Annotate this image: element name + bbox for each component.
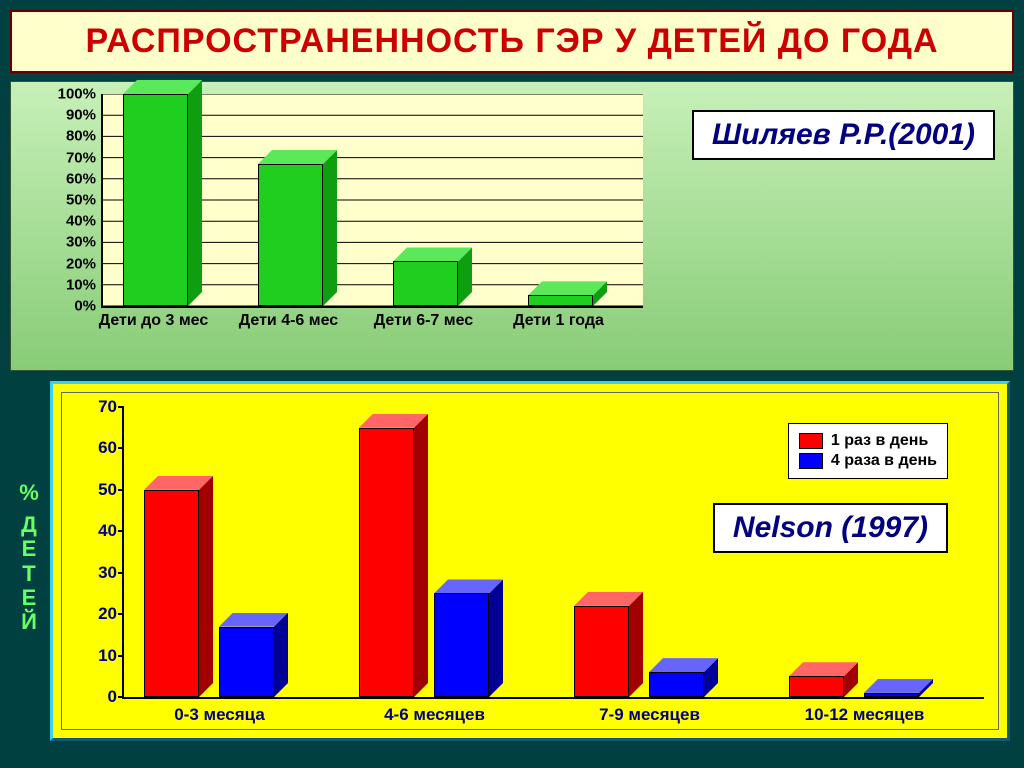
chart1-ytick: 100% [11,86,96,103]
bar-3d [144,476,213,697]
chart2-ytick: 70 [62,397,117,417]
chart1-ytick: 80% [11,128,96,145]
legend-label: 4 раза в день [831,452,937,470]
ylabel-char: Д [12,513,46,537]
slide: РАСПРОСТРАНЕННОСТЬ ГЭР У ДЕТЕЙ ДО ГОДА 0… [0,0,1024,768]
chart2-tickmark [118,406,124,408]
chart1-ytick: 30% [11,234,96,251]
chart2-citation: Nelson (1997) [713,503,948,553]
chart2-tickmark [118,447,124,449]
bar-3d [789,662,858,697]
chart2-inner: 0 10 20 30 40 50 60 70 0-3 месяца4-6 месяцев7-9… [61,392,999,730]
bar-3d [219,613,288,697]
chart2-tickmark [118,696,124,698]
ylabel-char: Е [12,586,46,610]
bar-3d [864,679,933,697]
chart1-citation: Шиляев Р.Р.(2001) [692,110,995,160]
chart1-ytick: 60% [11,170,96,187]
chart1-ytick: 50% [11,192,96,209]
chart1-ytick: 40% [11,213,96,230]
legend-label: 1 раз в день [831,432,928,450]
chart1-ytick: 70% [11,149,96,166]
chart2-ytick: 10 [62,646,117,666]
chart2-ylabel: %ДЕТЕЙ [12,481,46,634]
legend-swatch [799,433,823,449]
bar-3d [528,281,607,306]
chart2-ytick: 30 [62,563,117,583]
chart2-xtick: 7-9 месяцев [542,705,757,725]
chart1-ytick: 0% [11,298,96,315]
ylabel-char: Е [12,537,46,561]
chart1-plot [101,94,643,308]
bar-3d [123,80,202,306]
chart2-tickmark [118,655,124,657]
chart2-ytick: 40 [62,521,117,541]
chart2-legend: 1 раз в день 4 раза в день [788,423,948,479]
chart2-ytick: 50 [62,480,117,500]
chart2-xtick: 4-6 месяцев [327,705,542,725]
chart1-xtick: Дети 1 года [491,312,626,330]
chart2-tickmark [118,489,124,491]
chart2-tickmark [118,613,124,615]
ylabel-char: % [12,481,46,505]
chart2-ytick: 60 [62,438,117,458]
chart1-xtick: Дети 4-6 мес [221,312,356,330]
bar-3d [359,414,428,697]
chart1-ytick: 90% [11,107,96,124]
slide-title: РАСПРОСТРАНЕННОСТЬ ГЭР У ДЕТЕЙ ДО ГОДА [20,22,1004,61]
chart2-tickmark [118,530,124,532]
legend-row: 4 раза в день [799,452,937,470]
legend-row: 1 раз в день [799,432,937,450]
legend-swatch [799,453,823,469]
bar-3d [574,592,643,697]
chart1-ytick: 10% [11,276,96,293]
title-box: РАСПРОСТРАНЕННОСТЬ ГЭР У ДЕТЕЙ ДО ГОДА [10,10,1014,73]
chart2-xtick: 0-3 месяца [112,705,327,725]
chart2-xtick: 10-12 месяцев [757,705,972,725]
ylabel-char: Т [12,562,46,586]
chart2-panel-wrap: %ДЕТЕЙ 010203040506070 0-3 месяца4-6 мес… [10,381,1014,751]
chart2-tickmark [118,572,124,574]
ylabel-char: Й [12,610,46,634]
bar-3d [649,658,718,697]
chart2-ytick: 20 [62,604,117,624]
chart1-ytick: 20% [11,255,96,272]
chart2-panel: 0 10 20 30 40 50 60 70 0-3 месяца4-6 месяцев7-9… [50,381,1010,741]
chart2-ytick: 0 [62,687,117,707]
chart1-panel: 0% 10% 20% 30% 40% 50% 60% 70% 80% 90% 100% Дети д… [10,81,1014,371]
bar-3d [258,150,337,306]
bar-3d [393,247,472,306]
chart1-xtick: Дети 6-7 мес [356,312,491,330]
bar-3d [434,579,503,697]
chart1-xtick: Дети до 3 мес [86,312,221,330]
